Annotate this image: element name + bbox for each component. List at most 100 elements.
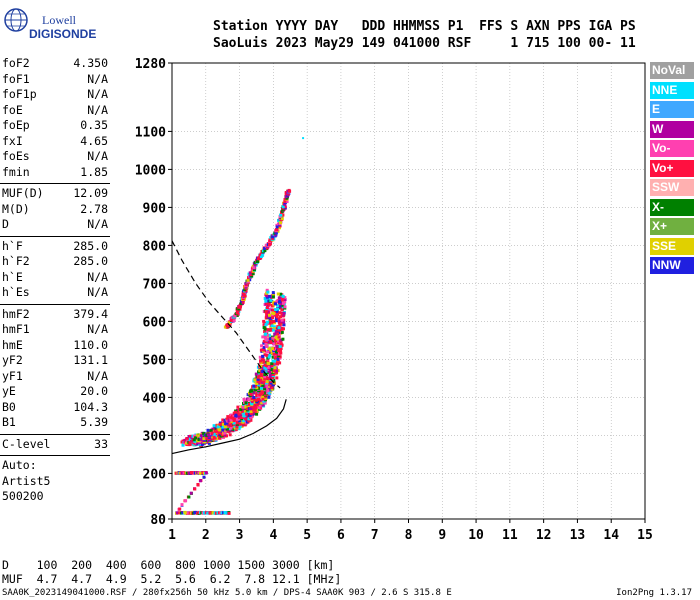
echo-pixel [232, 318, 236, 322]
echo-pixel [187, 495, 191, 499]
echo-pixel [236, 309, 240, 313]
echo-pixel [241, 405, 245, 409]
param-value: 12.09 [73, 186, 108, 200]
echo-pixel [270, 314, 274, 318]
echo-pixel [283, 205, 287, 209]
echo-pixel [218, 436, 222, 440]
echo-pixel [273, 359, 276, 363]
param-name: B1 [2, 415, 16, 429]
param-value: 4.350 [73, 56, 108, 70]
echo-pixel [282, 318, 286, 322]
echo-pixel [263, 249, 267, 253]
echo-pixel [211, 437, 215, 440]
echo-pixel [186, 511, 190, 515]
echo-pixel [261, 369, 265, 373]
x-tick-label: 15 [637, 528, 653, 543]
echo-pixel [274, 302, 277, 306]
param-name: foF2 [2, 56, 30, 70]
echo-pixel [247, 391, 251, 395]
echo-pixel [228, 416, 232, 420]
echo-pixel [225, 417, 229, 421]
y-tick-label: 500 [143, 353, 167, 368]
grid [172, 63, 645, 519]
echo-pixel [193, 439, 197, 443]
echo-pixel [193, 487, 197, 491]
x-tick-label: 14 [603, 528, 619, 543]
echo-pixel [210, 435, 214, 439]
density-profile-line [171, 399, 287, 455]
x-tick-label: 9 [438, 528, 446, 543]
echo-pixel [279, 342, 283, 346]
echo-pixel [255, 386, 259, 390]
echo-pixel [198, 479, 202, 483]
param-row: yF2 131.1 [2, 353, 108, 369]
echo-pixel [263, 401, 267, 405]
echo-pixel [278, 345, 282, 348]
echo-pixel [276, 332, 280, 336]
echo-pixel [279, 349, 282, 353]
echo-pixel [275, 228, 279, 231]
param-name: M(D) [2, 201, 30, 216]
echo-pixel [245, 399, 249, 403]
echo-pixel [229, 318, 233, 322]
echo-pixel [262, 379, 266, 383]
echo-pixel [268, 238, 272, 242]
echo-pixel [202, 511, 206, 515]
echo-pixel [263, 297, 267, 300]
echo-pixel [228, 323, 232, 326]
echo-pixel [232, 421, 236, 425]
param-name: Artist5 [2, 473, 51, 488]
legend-item: NoVal [650, 62, 694, 79]
echo-pixel [283, 298, 287, 301]
echo-pixel [210, 431, 214, 435]
param-value: 285.0 [73, 238, 108, 253]
echo-pixel [181, 511, 185, 515]
echo-pixel [233, 410, 237, 414]
echo-pixel [264, 397, 268, 401]
echo-pixel [260, 344, 264, 348]
echo-pixel [249, 407, 253, 411]
param-value: 131.1 [73, 353, 108, 367]
echo-pixel [280, 217, 284, 221]
echo-pixel [252, 268, 256, 272]
echo-pixel [263, 375, 267, 379]
echo-pixel [248, 278, 252, 282]
param-name: hmF2 [2, 306, 30, 321]
echo-pixel [253, 378, 257, 382]
param-name: D [2, 217, 9, 231]
echo-pixel [244, 404, 248, 408]
echo-pixel [212, 434, 216, 438]
echo-pixel [261, 397, 265, 401]
param-value: 104.3 [73, 399, 108, 414]
echo-pixel [261, 394, 265, 398]
echo-pixel [266, 328, 270, 332]
echo-pixel [265, 329, 269, 333]
x-tick-label: 3 [236, 528, 244, 543]
echo-pixel [252, 390, 256, 394]
echo-pixel [255, 398, 258, 402]
legend-item: SSE [650, 237, 694, 255]
echo-pixel [271, 316, 275, 320]
echo-pixel [279, 221, 282, 225]
param-separator [0, 235, 110, 237]
param-name: C-level [2, 436, 51, 451]
echo-pixel [268, 313, 271, 317]
echo-pixel [276, 303, 280, 307]
echo-pixel [265, 306, 269, 309]
echo-pixel [181, 443, 185, 447]
echo-pixel [282, 311, 286, 315]
echo-pixel [265, 354, 269, 357]
echo-pixel [264, 322, 268, 326]
echo-pixel [270, 362, 274, 366]
echo-pixel [277, 349, 281, 353]
echo-pixel [243, 294, 247, 298]
echo-pixel [275, 347, 279, 351]
param-row: 500200 [2, 489, 108, 505]
echo-pixel [187, 435, 191, 438]
echo-pixel [259, 403, 263, 407]
echo-pixel [260, 380, 264, 384]
param-name: Auto: [2, 458, 37, 472]
echo-pixel [225, 421, 229, 425]
param-name: h`E [2, 269, 23, 284]
echo-pixel [281, 294, 285, 298]
